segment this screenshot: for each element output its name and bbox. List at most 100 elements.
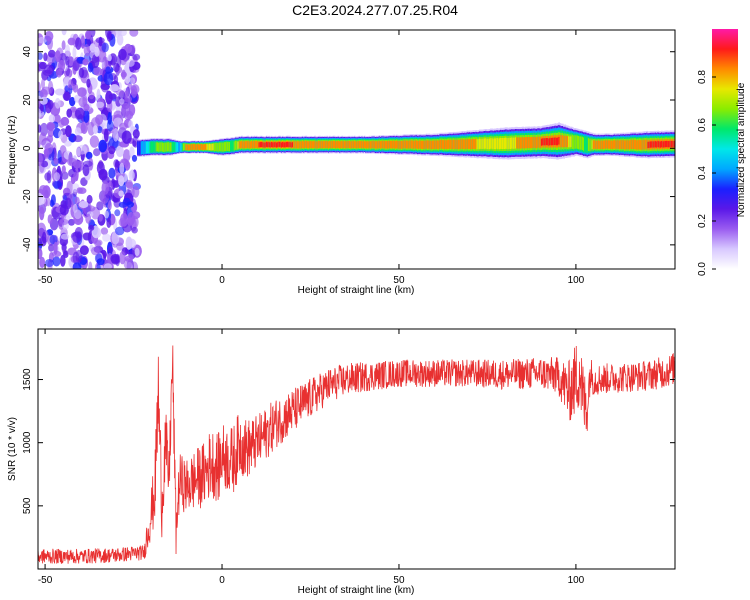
tone-band-cell [586, 138, 589, 152]
tone-band-cell [379, 141, 382, 149]
tone-band-cell [316, 141, 319, 149]
tone-band-cell [501, 138, 503, 149]
tone-band-cell [290, 142, 293, 148]
tone-band-cell [254, 141, 257, 149]
tone-band-cell [186, 144, 189, 151]
tone-band-cell [552, 137, 554, 146]
tone-band-cell [646, 139, 648, 150]
tone-band-cell [615, 140, 617, 150]
tone-band-cell [210, 144, 212, 151]
x-tick-label: 0 [219, 575, 225, 586]
noise-blob [73, 209, 82, 220]
tone-band-cell [335, 141, 338, 149]
tone-band-cell [251, 140, 253, 148]
tone-band-cell [456, 139, 459, 150]
noise-blob [118, 175, 125, 187]
tone-band-cell [614, 140, 616, 149]
tone-band-cell [402, 140, 404, 149]
tone-band-cell [396, 140, 398, 149]
noise-blob [102, 233, 111, 242]
tone-band-cell [216, 142, 219, 152]
noise-blob [131, 85, 138, 98]
y-tick-label: 500 [22, 497, 33, 514]
tone-band-cell [324, 141, 326, 148]
noise-blob [52, 256, 61, 267]
snr-panel: -50 0 50 100 500 1000 1500 Height of straight… [7, 328, 676, 596]
tone-band-cell [189, 144, 191, 151]
noise-blob [88, 91, 95, 100]
tone-band-cell [257, 141, 259, 149]
tone-band-cell [425, 140, 428, 149]
tone-band-cell [410, 140, 413, 149]
noise-blob [58, 130, 64, 140]
noise-blob [121, 102, 131, 117]
noise-blob [106, 30, 112, 42]
noise-blob [126, 217, 134, 226]
tone-band-cell [144, 141, 147, 154]
colorbar-tick-label: 0.4 [697, 166, 708, 180]
tone-band-cell [428, 140, 430, 149]
tone-band-cell [529, 137, 532, 149]
noise-blob [61, 40, 66, 51]
noise-blob [108, 167, 116, 179]
tone-band-cell [651, 141, 653, 148]
noise-blob [58, 59, 66, 72]
noise-blob [101, 42, 109, 53]
tone-band-cell [414, 140, 417, 149]
noise-blob [52, 180, 62, 189]
tone-band-cell [490, 138, 492, 149]
noise-blob [89, 43, 96, 53]
noise-blob [110, 253, 121, 264]
tone-band-cell [296, 141, 299, 149]
noise-blob [132, 53, 141, 61]
tone-band-cell [430, 140, 433, 150]
tone-band-cell [300, 141, 303, 149]
colorbar-tick-label: 0.0 [697, 262, 708, 276]
tone-band-cell [570, 136, 573, 147]
tone-band-cell [440, 140, 443, 149]
noise-blob [72, 60, 80, 72]
tone-band-cell [394, 141, 397, 149]
tone-band-cell [502, 138, 505, 150]
tone-band-cell [599, 140, 601, 150]
noise-blob [128, 170, 135, 181]
spectrogram-marks [38, 30, 675, 269]
noise-blob [38, 152, 43, 167]
noise-blob [78, 200, 89, 209]
noise-blob [128, 120, 134, 129]
tone-band-cell [524, 137, 527, 149]
y-tick-label: 1500 [22, 368, 33, 391]
tone-band-cell [187, 144, 190, 151]
tone-band-cell [441, 140, 444, 149]
tone-band-cell [217, 143, 220, 152]
noise-blob [124, 95, 132, 103]
noise-blob [115, 226, 125, 236]
tone-band-cell [313, 141, 315, 149]
y-tick-label: 1000 [22, 431, 33, 454]
noise-blob [80, 35, 86, 49]
noise-blob [98, 139, 108, 153]
noise-blob [82, 164, 90, 177]
noise-blob [86, 78, 91, 88]
noise-blob [78, 67, 85, 78]
tone-band-cell [377, 141, 380, 149]
noise-blob [98, 36, 103, 47]
noise-blob [107, 246, 114, 254]
tone-band-cell [400, 141, 403, 149]
tone-band-cell [253, 140, 256, 148]
tone-band-cell [454, 139, 456, 150]
noise-blob [83, 43, 91, 57]
tone-band-cell [171, 143, 174, 152]
tone-band-cell [320, 141, 323, 149]
tone-band-cell [231, 141, 233, 151]
noise-blob [45, 259, 54, 267]
tone-band-cell [547, 138, 549, 146]
tone-band-cell [236, 140, 238, 150]
tone-band-cell [558, 136, 560, 145]
tone-band-cell [462, 139, 465, 149]
noise-blob [40, 160, 49, 168]
tone-band-cell [492, 138, 495, 150]
tone-band-cell [337, 141, 340, 148]
tone-band-cell [472, 139, 475, 149]
